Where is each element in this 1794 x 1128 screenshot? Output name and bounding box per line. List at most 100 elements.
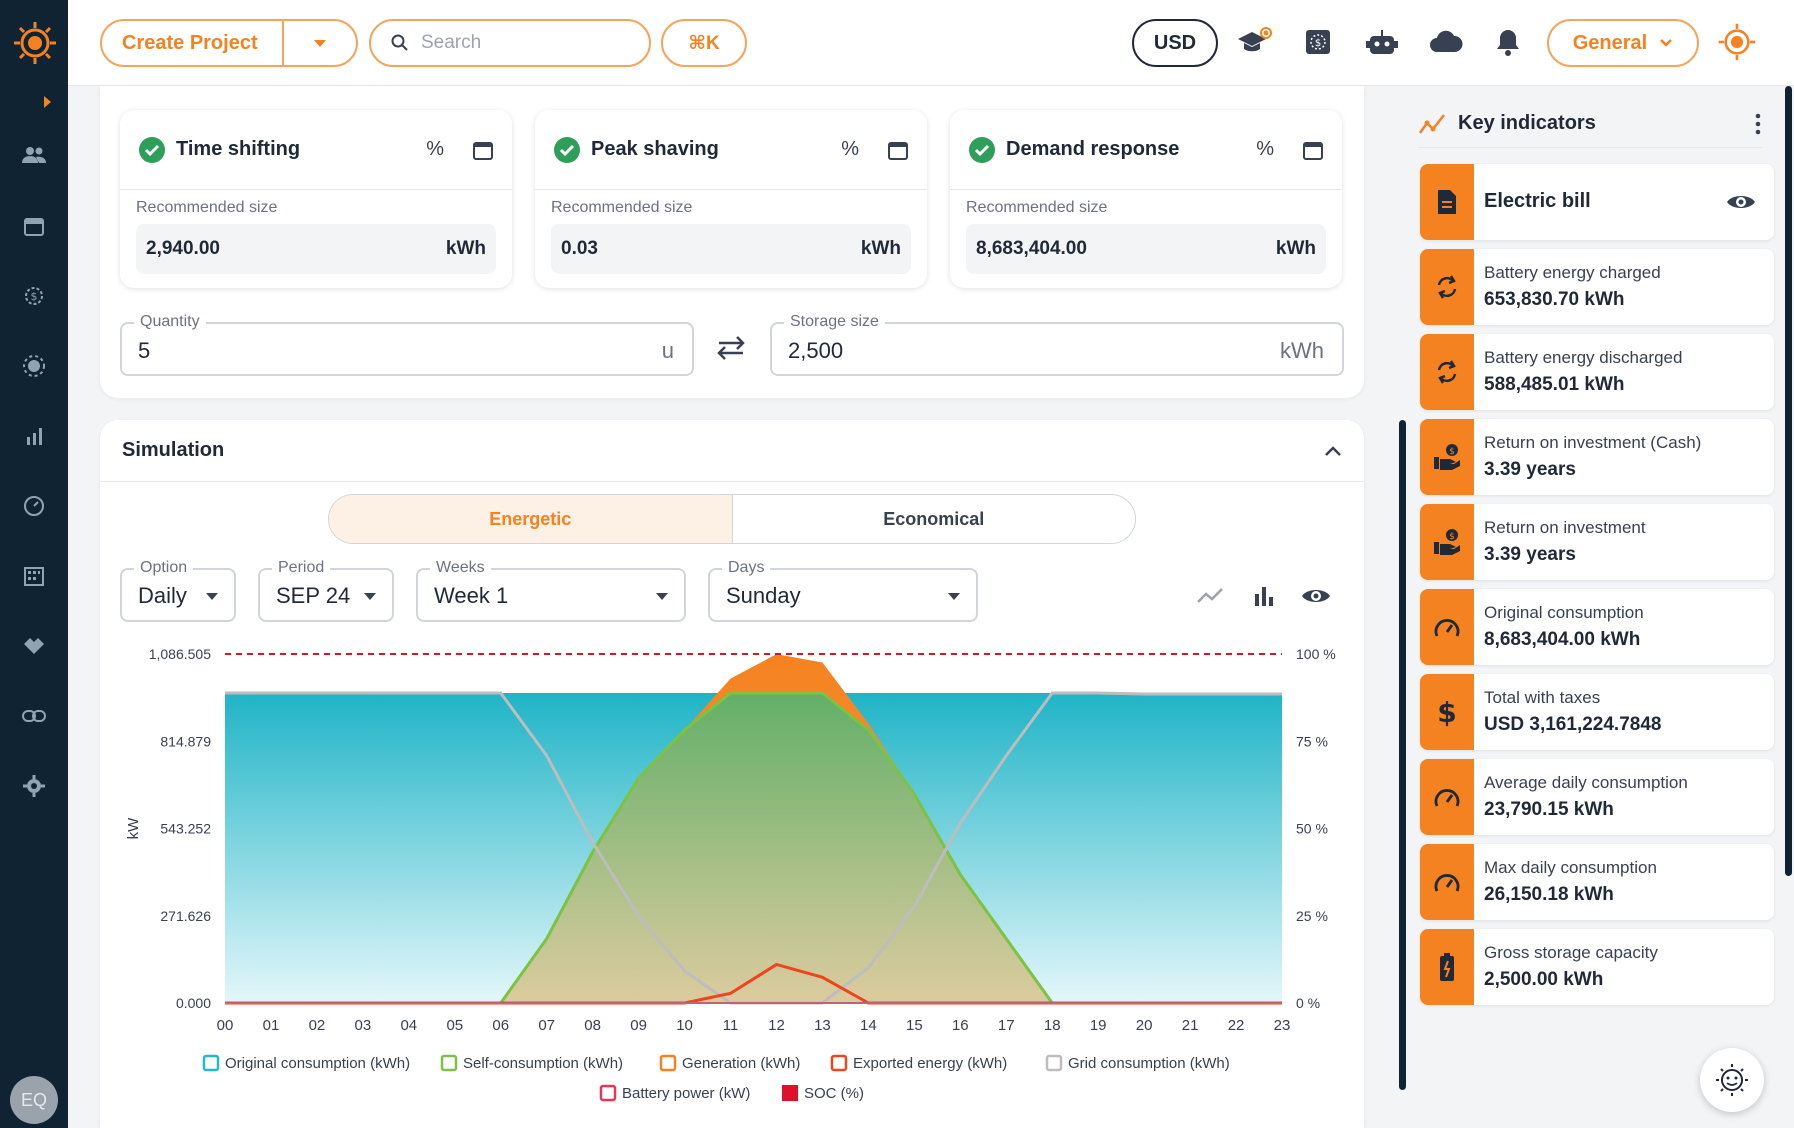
size-unit: kWh	[860, 238, 901, 259]
create-project-button[interactable]: Create Project	[102, 21, 284, 65]
quantity-field[interactable]: Quantity 5 u	[120, 313, 694, 376]
indicator-card[interactable]: Max daily consumption 26,150.18 kWh	[1420, 844, 1774, 920]
strategy-card-demand-response[interactable]: Demand response % Recommended size 8,683…	[950, 110, 1342, 288]
indicator-card[interactable]: Battery energy discharged 588,485.01 kWh	[1420, 334, 1774, 410]
eye-icon[interactable]	[1300, 580, 1332, 612]
finance-gear-icon[interactable]: $	[20, 282, 48, 310]
indicator-card[interactable]: $ Return on investment 3.39 years	[1420, 504, 1774, 580]
indicator-card[interactable]: Gross storage capacity 2,500.00 kWh	[1420, 929, 1774, 1005]
legend-label: SOC (%)	[804, 1085, 864, 1102]
strategy-panel: Time shifting % Recommended size 2,940.0…	[100, 86, 1364, 398]
robot-icon[interactable]	[1364, 24, 1400, 60]
calendar-icon[interactable]	[1302, 139, 1324, 161]
speedometer-icon[interactable]	[20, 492, 48, 520]
workspace-select[interactable]: General	[1547, 19, 1699, 67]
x-tick-label: 06	[492, 1017, 509, 1034]
size-value: 0.03	[561, 238, 598, 259]
bell-icon[interactable]	[1490, 24, 1526, 60]
percent-toggle[interactable]: %	[426, 138, 444, 160]
avatar[interactable]: EQ	[10, 1076, 58, 1124]
check-circle-icon	[139, 136, 165, 163]
days-value: Sunday	[726, 583, 801, 608]
calendar-icon[interactable]	[20, 212, 48, 240]
strategy-card-time-shifting[interactable]: Time shifting % Recommended size 2,940.0…	[120, 110, 512, 288]
dollar-icon: $	[1420, 674, 1474, 750]
indicator-label: Total with taxes	[1484, 688, 1601, 707]
sun-icon[interactable]	[20, 352, 48, 380]
quantity-value: 5	[138, 338, 151, 363]
search-placeholder: Search	[421, 32, 482, 53]
bar-chart-icon[interactable]	[1248, 580, 1280, 612]
document-icon	[1420, 164, 1474, 240]
shortcut-button[interactable]: ⌘K	[661, 19, 747, 67]
x-tick-label: 05	[446, 1017, 463, 1034]
chevron-up-icon[interactable]	[1324, 445, 1342, 457]
graduation-cap-icon[interactable]	[1236, 24, 1272, 60]
x-tick-label: 13	[814, 1017, 831, 1034]
electric-bill-card[interactable]: Electric bill	[1420, 164, 1774, 240]
indicator-value: 8,683,404.00 kWh	[1484, 629, 1641, 650]
settings-gear-icon[interactable]	[20, 772, 48, 800]
eye-icon[interactable]	[1726, 192, 1756, 212]
option-select[interactable]: Option Daily	[120, 559, 236, 622]
line-chart-icon[interactable]	[1194, 580, 1226, 612]
days-select[interactable]: Days Sunday	[708, 559, 978, 622]
tab-energetic[interactable]: Energetic	[329, 495, 733, 543]
indicator-card[interactable]: $ Total with taxes USD 3,161,224.7848	[1420, 674, 1774, 750]
key-indicators-panel: Key indicators Electric bill Battery ene…	[1404, 86, 1794, 1128]
weeks-select[interactable]: Weeks Week 1	[416, 559, 686, 622]
x-tick-label: 07	[538, 1017, 555, 1034]
percent-toggle[interactable]: %	[1256, 138, 1274, 160]
percent-toggle[interactable]: %	[841, 138, 859, 160]
workspace-label: General	[1572, 31, 1648, 54]
bar-chart-icon[interactable]	[20, 422, 48, 450]
indicator-card[interactable]: Battery energy charged 653,830.70 kWh	[1420, 249, 1774, 325]
handshake-icon[interactable]	[20, 632, 48, 660]
finance-document-icon[interactable]: $	[1300, 24, 1336, 60]
create-project-dropdown[interactable]	[284, 21, 356, 65]
option-value: Daily	[138, 583, 187, 608]
page-scrollbar[interactable]	[1785, 86, 1792, 876]
currency-button[interactable]: USD	[1132, 19, 1218, 67]
period-label: Period	[272, 559, 331, 577]
indicator-card[interactable]: Average daily consumption 23,790.15 kWh	[1420, 759, 1774, 835]
app-logo[interactable]	[12, 20, 58, 66]
building-icon[interactable]	[20, 562, 48, 590]
trend-chart-icon	[1418, 113, 1445, 134]
cloud-icon[interactable]	[1428, 24, 1464, 60]
storage-size-field[interactable]: Storage size 2,500 kWh	[770, 313, 1344, 376]
x-tick-label: 15	[906, 1017, 923, 1034]
x-tick-label: 00	[217, 1017, 234, 1034]
period-select[interactable]: Period SEP 24	[258, 559, 394, 622]
swap-icon[interactable]	[716, 334, 746, 367]
expand-sidebar-icon[interactable]	[44, 96, 51, 108]
assistant-button[interactable]	[1700, 1048, 1764, 1112]
refresh-icon	[1420, 249, 1474, 325]
y2-tick-label: 25 %	[1296, 908, 1328, 924]
more-vertical-icon[interactable]	[1754, 113, 1762, 135]
strategy-title: Demand response	[1006, 138, 1180, 160]
search-input[interactable]: Search	[369, 19, 651, 67]
indicator-card[interactable]: $ Return on investment (Cash) 3.39 years	[1420, 419, 1774, 495]
users-icon[interactable]	[20, 141, 48, 169]
gauge-icon	[1420, 759, 1474, 835]
tab-economical[interactable]: Economical	[883, 508, 985, 529]
y-tick-label: 0.000	[176, 995, 211, 1011]
link-icon[interactable]	[20, 702, 48, 730]
x-tick-label: 08	[584, 1017, 601, 1034]
svg-text:$: $	[1449, 532, 1455, 542]
gauge-icon	[1420, 844, 1474, 920]
scrollbar[interactable]	[1399, 420, 1406, 1090]
gauge-icon	[1420, 589, 1474, 665]
brand-sun-icon[interactable]	[1716, 21, 1758, 63]
x-tick-label: 03	[355, 1017, 372, 1034]
calendar-icon[interactable]	[472, 139, 494, 161]
y-tick-label: 271.626	[160, 908, 211, 924]
y-axis-label: kW	[125, 817, 142, 840]
strategy-card-peak-shaving[interactable]: Peak shaving % Recommended size 0.03 kWh	[535, 110, 927, 288]
topbar: Create Project Search ⌘K USD $ General	[68, 0, 1794, 86]
indicator-card[interactable]: Original consumption 8,683,404.00 kWh	[1420, 589, 1774, 665]
indicator-value: 3.39 years	[1484, 459, 1576, 480]
calendar-icon[interactable]	[887, 139, 909, 161]
indicator-value: 26,150.18 kWh	[1484, 884, 1614, 905]
